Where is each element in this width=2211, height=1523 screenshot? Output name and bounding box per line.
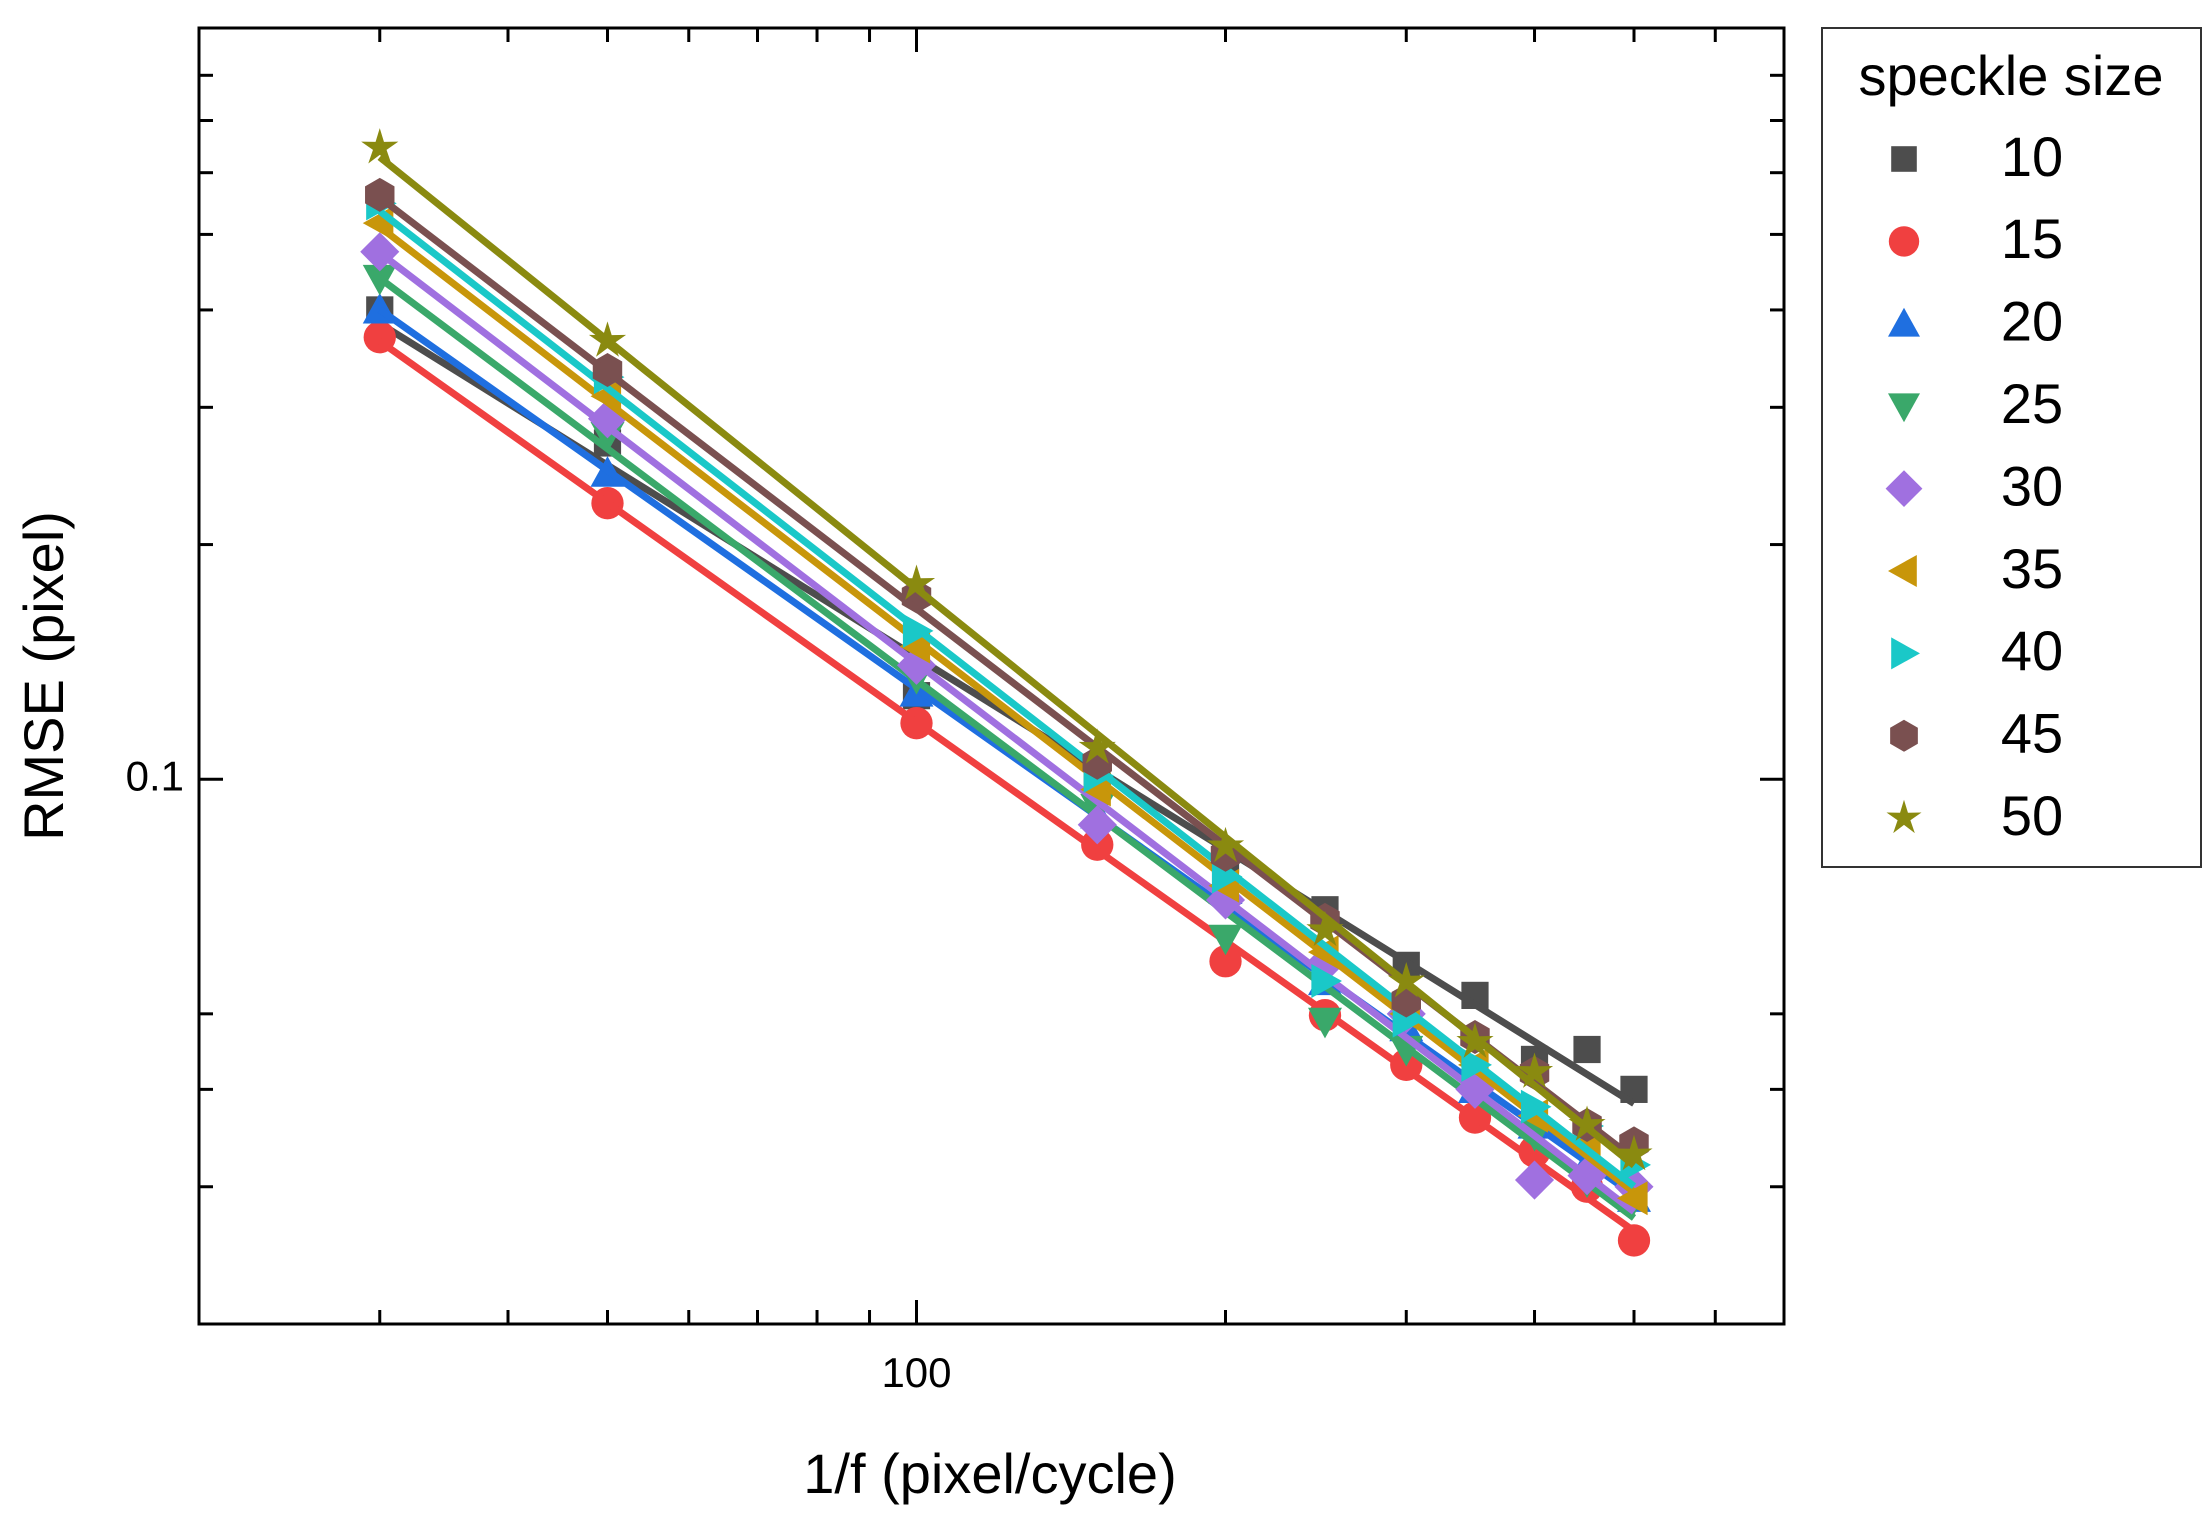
marker: [1888, 307, 1920, 337]
marker: [1077, 805, 1117, 845]
legend-label: 35: [2001, 537, 2063, 600]
legend-label: 30: [2001, 454, 2063, 517]
fit-line: [377, 224, 1637, 1195]
legend-label: 45: [2001, 702, 2063, 765]
legend-label: 20: [2001, 290, 2063, 353]
marker: [1891, 637, 1920, 670]
marker: [1885, 470, 1923, 507]
marker: [1208, 924, 1243, 956]
legend-label: 25: [2001, 372, 2063, 435]
marker: [1888, 226, 1920, 257]
marker: [1311, 963, 1342, 998]
marker: [361, 128, 399, 164]
legend-title: speckle size: [1858, 44, 2163, 107]
legend-label: 50: [2001, 784, 2063, 847]
x-axis-label: 1/f (pixel/cycle): [803, 1442, 1176, 1505]
marker: [1209, 945, 1242, 978]
legend-box: [1821, 27, 2202, 868]
y-tick-label: 0.1: [126, 752, 184, 799]
marker: [1078, 728, 1116, 764]
marker: [1890, 719, 1918, 752]
fit-line: [377, 250, 1637, 1215]
marker: [1886, 799, 1922, 834]
y-axis-label: RMSE (pixel): [12, 511, 75, 841]
marker: [1515, 1052, 1554, 1088]
marker: [360, 232, 400, 272]
x-tick-label: 100: [881, 1349, 951, 1396]
fit-line: [377, 154, 1637, 1169]
marker: [1514, 1160, 1555, 1200]
fit-line: [377, 338, 1637, 1234]
marker: [1617, 1224, 1651, 1257]
marker: [1615, 1134, 1653, 1171]
legend-label: 15: [2001, 207, 2063, 270]
fit-line: [377, 208, 1637, 1189]
marker: [1888, 555, 1917, 587]
marker: [1307, 1007, 1342, 1039]
plot-frame: [197, 26, 1786, 1326]
marker: [1306, 910, 1344, 947]
marker: [897, 564, 936, 600]
legend-label: 10: [2001, 125, 2063, 188]
legend-label: 40: [2001, 619, 2063, 682]
marker: [1206, 826, 1245, 863]
marker: [1573, 1035, 1601, 1064]
fit-line: [377, 275, 1637, 1221]
marker: [1616, 1181, 1648, 1216]
marker: [1888, 393, 1920, 423]
marker: [1891, 146, 1917, 172]
marker: [899, 629, 931, 664]
